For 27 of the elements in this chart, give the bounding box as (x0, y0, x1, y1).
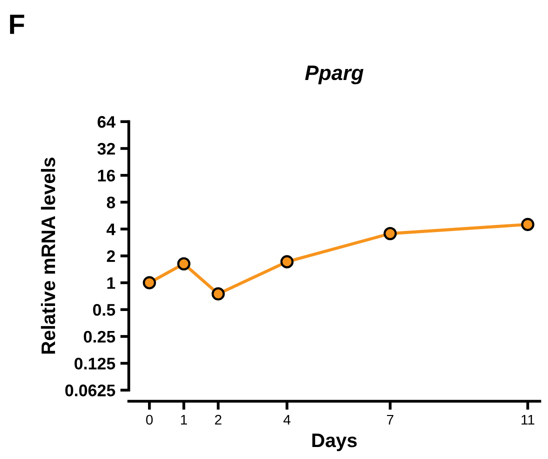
y-tick-label: 16 (98, 170, 115, 182)
x-axis-title: Days (312, 434, 357, 452)
point (212, 287, 225, 300)
point (384, 226, 397, 240)
y-tick-label: 8 (106, 196, 116, 208)
x-tick-label: 1 (181, 414, 187, 425)
point (177, 257, 190, 270)
point (521, 218, 534, 232)
x-tick-label: 2 (215, 414, 222, 425)
x-tick-label: 0 (146, 414, 153, 425)
x-tick-label: 7 (387, 414, 394, 425)
y-tick-label: 4 (106, 224, 116, 236)
y-tick-label: 32 (97, 142, 115, 155)
text: F (10, 14, 24, 34)
y-tick-label: 1 (107, 277, 116, 289)
chart-title: Pparg (305, 66, 364, 84)
y-tick-label: 0.25 (84, 330, 116, 343)
y-tick-label: 64 (98, 116, 116, 128)
y-axis-title: Relative mRNA levels (40, 158, 56, 354)
y-tick-label: 0.125 (74, 358, 116, 370)
point (280, 255, 294, 268)
y-tick-label: 0.5 (93, 304, 116, 316)
x-tick-label: 4 (283, 414, 290, 425)
y-tick-label: 2 (106, 250, 115, 262)
x-tick-label: 11 (522, 414, 534, 425)
y-tick-label: 0.0625 (65, 384, 116, 396)
point (142, 276, 156, 290)
